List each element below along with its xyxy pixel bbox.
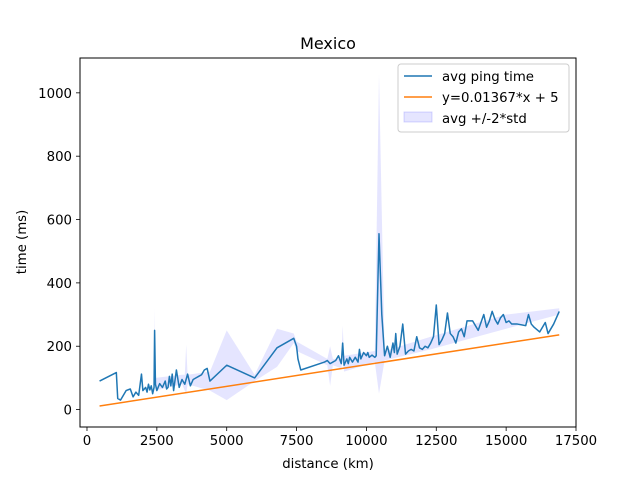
plot-area: [99, 73, 560, 407]
axes-frame: [79, 57, 577, 428]
legend-label-std-band: avg +/-2*std: [442, 112, 527, 127]
line-layer: [99, 233, 560, 407]
x-tick-label: 5000: [210, 434, 244, 449]
legend-label-fit-line: y=0.01367*x + 5: [442, 91, 559, 106]
y-axis-ticks: 0 200 400 600 800 1000: [38, 87, 80, 419]
y-tick-label: 1000: [38, 87, 72, 102]
fit-line: [99, 334, 560, 407]
legend: avg ping time y=0.01367*x + 5 avg +/-2*s…: [397, 63, 570, 133]
y-axis-label: time (ms): [15, 210, 30, 275]
x-axis-ticks: 0 2500 5000 7500 10000 12500 15000 17500: [83, 427, 597, 449]
legend-box: [397, 63, 570, 133]
x-tick-label: 17500: [555, 434, 597, 449]
y-tick-label: 800: [47, 150, 72, 165]
y-tick-label: 0: [64, 404, 72, 419]
legend-swatch-std-band: [403, 111, 433, 123]
chart-title: Mexico: [300, 34, 356, 53]
avg-ping-time-line: [99, 233, 560, 401]
x-tick-label: 2500: [140, 434, 174, 449]
x-tick-label: 7500: [280, 434, 314, 449]
y-tick-label: 400: [47, 277, 72, 292]
y-tick-label: 600: [47, 214, 72, 229]
x-tick-label: 12500: [415, 434, 457, 449]
x-tick-label: 15000: [485, 434, 527, 449]
legend-label-avg-ping-time: avg ping time: [442, 70, 534, 85]
x-axis-label: distance (km): [282, 457, 374, 472]
x-tick-label: 0: [83, 434, 91, 449]
y-tick-label: 200: [47, 340, 72, 355]
x-tick-label: 10000: [345, 434, 387, 449]
